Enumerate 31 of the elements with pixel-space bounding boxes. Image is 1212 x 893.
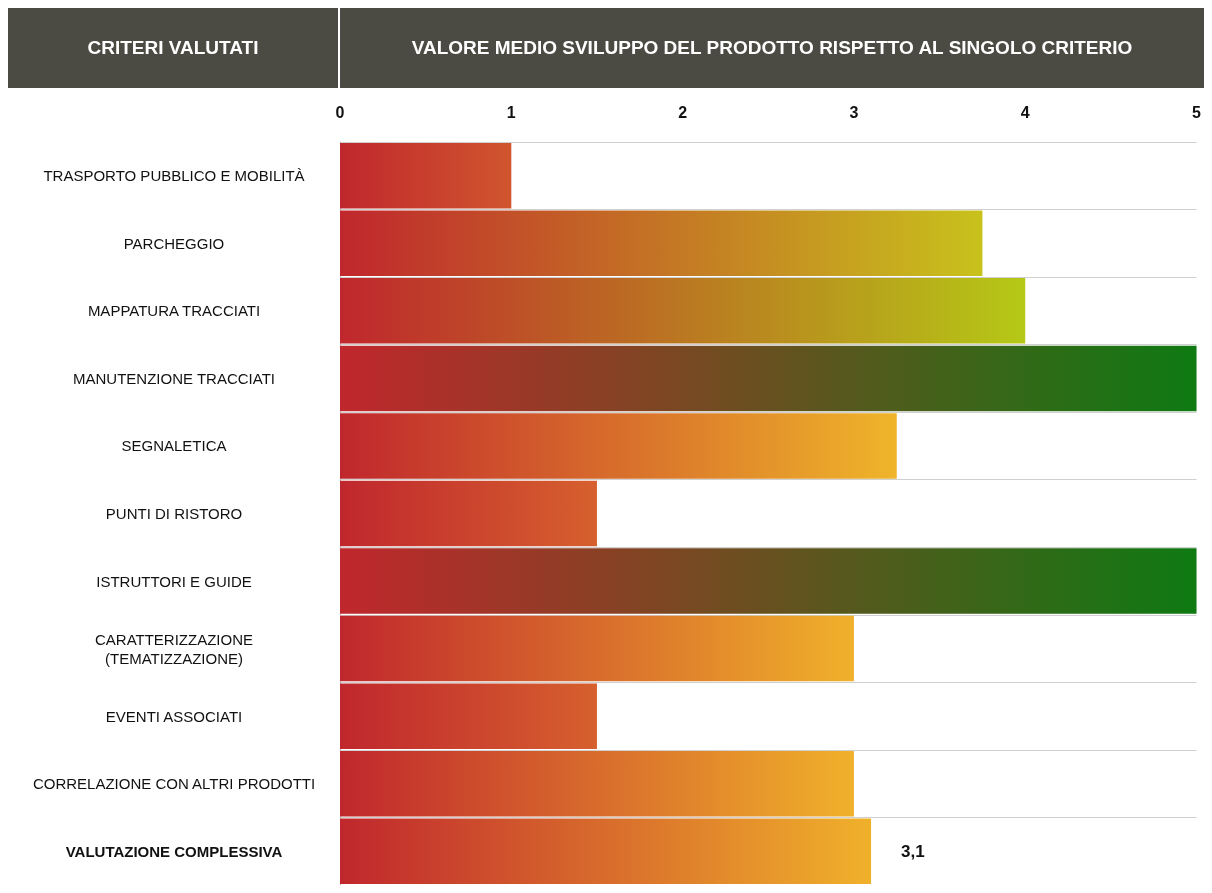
- x-tick-label: 3: [849, 103, 859, 121]
- y-tick-label: CORRELAZIONE CON ALTRI PRODOTTI: [32, 775, 316, 793]
- y-tick-label: PUNTI DI RISTORO: [105, 505, 243, 522]
- y-tick-label: MAPPATURA TRACCIATI: [87, 302, 261, 320]
- y-tick-label: TRASPORTO PUBBLICO E MOBILITÀ: [43, 167, 305, 185]
- x-tick-label: 1: [506, 103, 516, 121]
- bar: [340, 413, 897, 479]
- x-tick-label: 0: [335, 103, 345, 121]
- x-tick-label: 4: [1020, 103, 1030, 121]
- chart-title: VALORE MEDIO SVILUPPO DEL PRODOTTO RISPETTO AL SINGOLO CRITERIO: [410, 36, 1134, 60]
- y-axis-title: CRITERI VALUTATI: [8, 8, 340, 88]
- bar: [340, 750, 854, 817]
- bar: [340, 683, 597, 749]
- bar: [340, 818, 872, 884]
- data-label: 3,1: [901, 841, 925, 861]
- bar: [340, 143, 512, 209]
- y-tick-label: SEGNALETICA: [121, 437, 227, 455]
- bar: [340, 548, 1197, 614]
- bar: [340, 615, 854, 682]
- y-tick-label: VALUTAZIONE COMPLESSIVA: [65, 842, 283, 860]
- y-tick-label: MANUTENZIONE TRACCIATI: [73, 369, 275, 387]
- y-tick-label: CARATTERIZZAZIONE (TEMATIZZAZIONE): [94, 630, 254, 667]
- y-tick-label: PARCHEGGIO: [123, 234, 225, 252]
- y-tick-label: ISTRUTTORI E GUIDE: [96, 572, 252, 590]
- y-tick-label: EVENTI ASSOCIATI: [105, 707, 243, 725]
- bar: [340, 210, 983, 277]
- bar: [340, 278, 1026, 344]
- x-tick-label: 2: [678, 103, 688, 121]
- x-tick-label: 5: [1192, 103, 1202, 121]
- bar: [340, 480, 597, 547]
- bar: [340, 345, 1197, 412]
